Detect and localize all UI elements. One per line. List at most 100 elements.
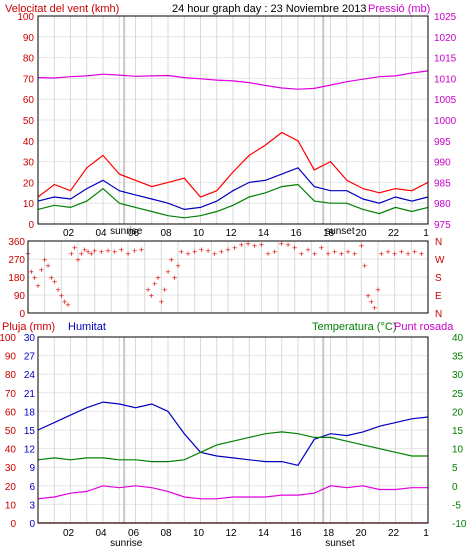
hour-tick: 14 [258, 228, 270, 239]
pressure-tick: 985 [434, 178, 451, 189]
wind-direction-point: + [162, 286, 168, 294]
chart1-hour-ticks: 02 04 06 08 10 12 14 16 18 20 22 1 [63, 228, 429, 239]
wind-direction-point: + [362, 262, 368, 270]
wind-direction-point: + [365, 292, 371, 300]
pressure-tick: 980 [434, 199, 451, 210]
wind-direction-point: + [82, 246, 88, 254]
wind-direction-point: + [35, 282, 41, 290]
pressure-tick: 995 [434, 137, 451, 148]
humidity-tick: 24 [24, 370, 36, 381]
chart1-series [37, 70, 429, 219]
wind-direction-point: + [198, 246, 204, 254]
compass-point: N [435, 237, 442, 248]
wind-direction-point: + [418, 250, 424, 258]
wind-direction-point: + [398, 248, 404, 256]
wind-direction-point: + [412, 248, 418, 256]
wind-direction-point: + [165, 268, 171, 276]
wind-direction-point: + [148, 292, 154, 300]
temperature-tick: -10 [452, 519, 467, 530]
chart1-sunset-label: sunset [325, 226, 355, 237]
temperature-tick: 40 [452, 333, 464, 344]
wind-speed-tick: 90 [23, 33, 35, 44]
wind-direction-point: + [72, 244, 78, 252]
chart2-grid [28, 241, 429, 313]
rain-tick: 90 [5, 352, 17, 363]
wind-direction-point: + [155, 274, 161, 282]
hour-tick: 20 [355, 528, 367, 539]
hour-tick: 02 [63, 528, 75, 539]
wind-direction-point: + [152, 280, 158, 288]
temperature-tick: 20 [452, 407, 464, 418]
humidity-tick: 30 [24, 333, 36, 344]
rain-tick: 100 [0, 333, 16, 344]
temperature-tick: 10 [452, 445, 464, 456]
wind-direction-point: + [378, 250, 384, 258]
wind-speed-ticks: 0 10 20 30 40 50 60 70 80 90 100 [17, 12, 34, 231]
humidity-tick: 18 [24, 407, 36, 418]
hour-tick: 06 [128, 228, 140, 239]
temperature-axis-label: Temperatura (°C) [312, 321, 396, 333]
humidity-tick: 12 [24, 445, 36, 456]
rain-tick: 0 [10, 519, 16, 530]
chart3-frame [37, 336, 429, 524]
wind-direction-point: + [58, 292, 64, 300]
chart3-sunrise-label: sunrise [110, 538, 143, 549]
wind-direction-point: + [78, 250, 84, 258]
wind-direction-point: + [232, 244, 238, 252]
rain-tick: 20 [5, 482, 17, 493]
hour-tick: 1 [423, 528, 429, 539]
wind-direction-point: + [55, 286, 61, 294]
temperature-tick: 30 [452, 370, 464, 381]
hour-tick: 10 [193, 228, 205, 239]
wind-speed-tick: 10 [23, 199, 35, 210]
wind-speed-tick: 20 [23, 178, 35, 189]
chart3-hour-ticks: 02 04 06 08 10 12 14 16 18 20 22 1 [63, 528, 429, 539]
wind-direction-tick: 0 [19, 309, 25, 320]
wind-direction-point: + [292, 244, 298, 252]
hour-tick: 10 [193, 528, 205, 539]
wind-speed-tick: 40 [23, 137, 35, 148]
humidity-tick: 3 [29, 500, 35, 511]
humidity-tick: 27 [24, 352, 36, 363]
wind-direction-point: + [252, 242, 258, 250]
rain-tick: 60 [5, 407, 17, 418]
pressure-tick: 975 [434, 220, 451, 231]
humidity-tick: 15 [24, 426, 36, 437]
wind-direction-point: + [145, 286, 151, 294]
wind-direction-point: + [112, 248, 118, 256]
wind-direction-point: + [212, 250, 218, 258]
wind-direction-tick: 270 [8, 255, 25, 266]
pressure-axis-label: Pressió (mb) [368, 3, 430, 15]
humidity-line [37, 401, 429, 466]
wind-speed-tick: 30 [23, 158, 35, 169]
pressure-tick: 990 [434, 158, 451, 169]
humidity-tick: 9 [29, 463, 35, 474]
wind-direction-point: + [42, 256, 48, 264]
hour-tick: 18 [323, 228, 335, 239]
wind-direction-point: + [205, 247, 211, 255]
pressure-tick: 1020 [434, 33, 457, 44]
temperature-tick: 5 [452, 463, 458, 474]
hour-tick: 04 [95, 228, 107, 239]
wind-direction-point: + [125, 250, 131, 258]
wind-speed-tick: 60 [23, 95, 35, 106]
wind-direction-point: + [48, 274, 54, 282]
wind-direction-point: + [405, 250, 411, 258]
hour-tick: 14 [258, 528, 270, 539]
wind-direction-point: + [118, 246, 124, 254]
temperature-ticks: -10 -5 0 5 10 15 20 25 30 35 40 [452, 333, 467, 530]
wind-direction-point: + [65, 301, 71, 309]
wind-speed-tick: 0 [28, 220, 34, 231]
wind-speed-tick: 70 [23, 74, 35, 85]
wind-direction-point: + [298, 250, 304, 258]
wind-direction-point: + [345, 248, 351, 256]
wind-direction-point: + [178, 248, 184, 256]
temperature-tick: 15 [452, 426, 464, 437]
chart1-frame [37, 15, 429, 225]
hour-tick: 08 [160, 528, 172, 539]
humidity-tick: 6 [29, 482, 35, 493]
temperature-tick: 0 [452, 482, 458, 493]
wind-direction-point: + [368, 298, 374, 306]
